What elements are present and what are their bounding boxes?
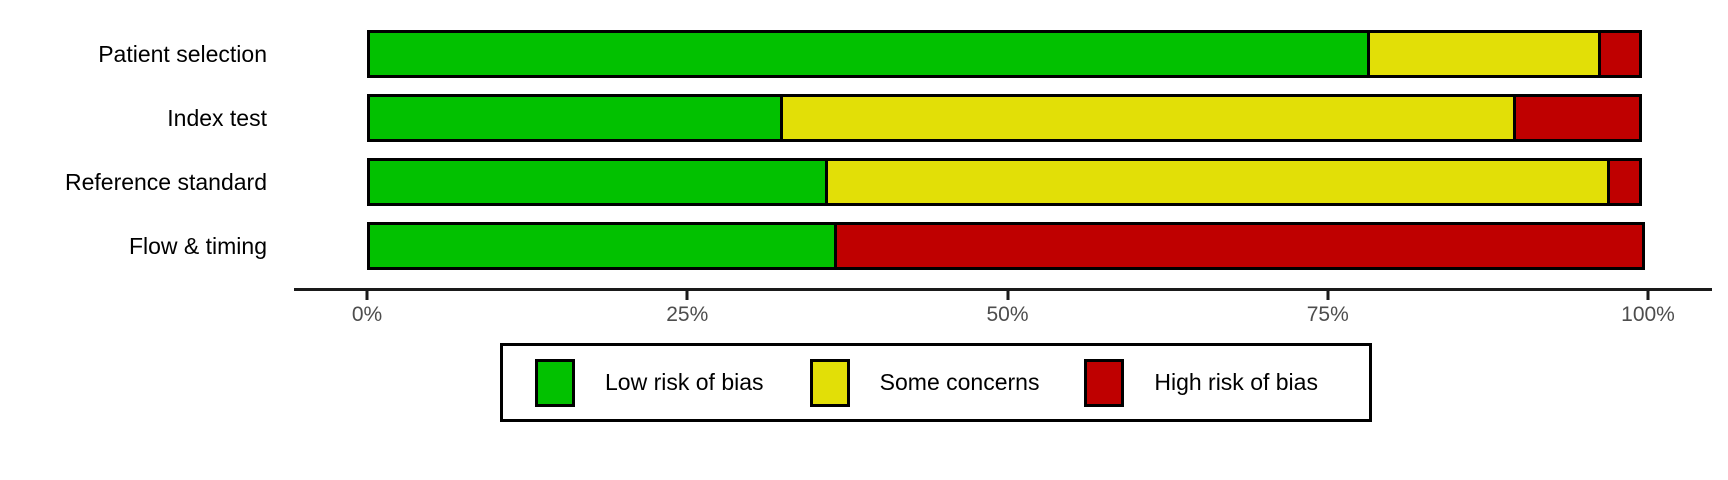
legend-label-low: Low risk of bias [605,369,764,395]
bar-row: Patient selection [0,30,1728,78]
bar-segment-high [834,222,1645,270]
bars-area: Patient selection Index test Reference sta… [0,30,1728,286]
x-tick-mark [365,291,369,300]
bar-segment-low [367,94,784,142]
category-label: Patient selection [98,41,267,67]
x-axis-line [294,288,1712,291]
x-tick-mark [1006,291,1009,300]
category-label: Reference standard [64,169,267,195]
bar-segment-low [367,222,838,270]
x-tick-mark [1326,291,1330,300]
x-tick-label: 75% [1306,303,1349,326]
x-tick-label: 25% [666,303,709,326]
bar-track [367,94,1648,142]
legend-label-concerns: Some concerns [879,369,1040,395]
bar-segment-high [1512,94,1642,142]
x-tick-label: 50% [986,303,1029,326]
legend-swatch-concerns [809,358,850,407]
x-tick-label: 0% [351,303,383,326]
bar-row: Reference standard [0,158,1728,206]
bar-track [367,30,1648,78]
bar-track [367,158,1648,206]
bar-row: Index test [0,94,1728,142]
legend-label-high: High risk of bias [1154,369,1318,395]
legend-swatch-low [535,358,575,407]
category-label: Index test [167,105,267,131]
bar-track [367,222,1648,270]
x-tick-mark [1646,291,1650,300]
legend-item-high: High risk of bias [1084,358,1359,407]
bar-segment-low [367,158,829,206]
category-label: Flow & timing [128,233,267,259]
x-axis-ticks: 0% 25% 50% 75% 100% [352,291,1675,331]
bar-row: Flow & timing [0,222,1728,270]
bar-segment-high [1607,158,1642,206]
legend-item-concerns: Some concerns [809,358,1085,407]
legend-item-low: Low risk of bias [535,358,810,407]
bar-segment-concerns [780,94,1516,142]
bar-segment-concerns [1367,30,1602,78]
bar-segment-concerns [825,158,1611,206]
bar-segment-high [1598,30,1642,78]
bar-segment-low [367,30,1371,78]
legend-box: Low risk of bias Some concerns High risk o… [500,343,1372,422]
legend-swatch-high [1084,358,1125,407]
x-tick-mark [685,291,689,300]
x-tick-label: 100% [1621,303,1675,326]
